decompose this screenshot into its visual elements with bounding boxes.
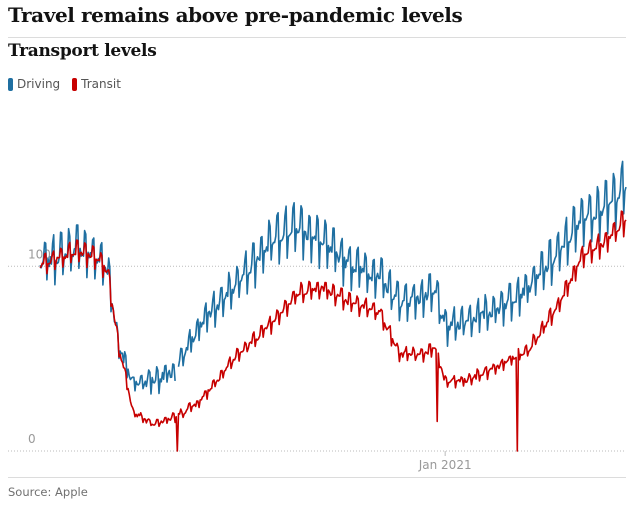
legend-swatch-transit: [72, 77, 78, 91]
chart-subtitle: Transport levels: [8, 41, 157, 61]
source-note: Source: Apple: [8, 485, 88, 499]
chart-legend: Driving Transit: [8, 77, 121, 91]
legend-item-transit: Transit: [72, 77, 121, 91]
y-tick-label-0: 0: [28, 432, 36, 446]
series-line-transit: [39, 210, 627, 452]
series-line-driving: [39, 160, 627, 395]
x-tick-label: Jan 2021: [418, 458, 472, 472]
legend-swatch-driving: [8, 77, 13, 91]
legend-item-driving: Driving: [8, 77, 60, 91]
legend-label-transit: Transit: [81, 77, 121, 91]
chart-headline: Travel remains above pre-pandemic levels: [8, 3, 463, 27]
footer-divider: [8, 477, 626, 478]
legend-label-driving: Driving: [17, 77, 61, 91]
header-divider: [8, 37, 626, 38]
